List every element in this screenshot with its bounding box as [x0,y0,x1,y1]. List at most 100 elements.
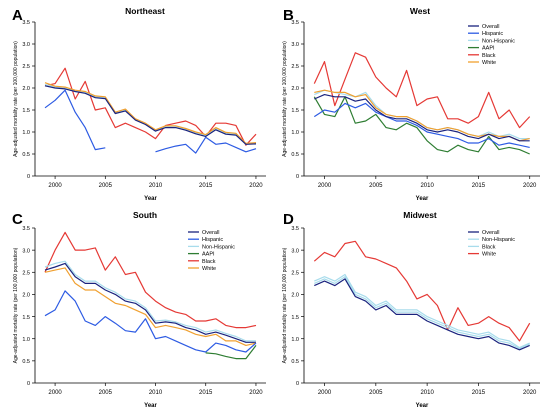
x-tick-label: 2020 [523,183,537,189]
y-tick-label: 2.0 [22,86,30,92]
y-tick-label: 0.5 [291,359,299,365]
x-tick-label: 2000 [48,390,62,396]
legend-label: Overall [482,230,499,236]
series-line-non-hispanic [314,276,530,350]
series-line-aapi [313,96,530,155]
y-tick-label: 3.5 [22,226,30,232]
x-tick-label: 2005 [369,183,383,189]
series-line-hispanic [44,290,257,353]
x-tick-label: 2020 [249,183,263,189]
series-line-black [44,231,257,329]
y-tick-label: 1.5 [291,108,299,114]
y-tick-label: 2.5 [291,64,299,70]
x-tick-label: 2015 [199,183,213,189]
y-tick-label: 1.5 [22,315,30,321]
y-tick-label: 3.5 [291,226,299,232]
panel-letter: C [12,211,23,228]
y-tick-label: 2.0 [22,293,30,299]
y-tick-label: 0 [27,174,30,180]
y-tick-label: 0.5 [291,152,299,158]
panel-south: C South 0 0.5 1.0 1.5 2.0 2.5 3.0 3.5 2000 2005 20… [12,210,266,409]
y-tick-label: 0 [296,174,299,180]
legend-label: White [202,266,216,272]
legend-label: AAPI [482,46,495,52]
panel-letter: A [12,7,23,24]
series-line-white [314,89,530,142]
y-axis-label: Age-adjusted mortality rate (per 100,000… [282,41,288,157]
legend-label: Black [202,259,216,265]
series-line-white [313,240,531,342]
legend-label: Hispanic [482,31,503,37]
series-line-black [313,52,531,129]
panel-letter: D [283,211,294,228]
y-tick-label: 0.5 [22,152,30,158]
panel-title: Midwest [403,210,437,220]
legend-label: Non-Hispanic [482,237,515,243]
y-tick-label: 3.0 [291,42,299,48]
y-tick-label: 3.0 [22,42,30,48]
y-tick-label: 2.5 [22,64,30,70]
y-tick-label: 2.5 [291,270,299,276]
series-line-white [44,82,257,144]
y-tick-label: 3.5 [291,20,299,26]
y-tick-label: 2.5 [22,270,30,276]
legend-label: Black [482,244,496,250]
x-tick-label: 2020 [523,390,537,396]
legend-label: Hispanic [202,237,223,243]
plot-area: 0 0.5 1.0 1.5 2.0 2.5 3.0 3.5 2000 2005 2010 2015 20… [282,20,540,202]
legend-label: AAPI [202,252,215,258]
series-line-overall [314,94,530,142]
panel-midwest: D Midwest 0 0.5 1.0 1.5 2.0 2.5 3.0 3.5 2000 2005… [282,210,540,409]
series-line-overall [44,85,257,145]
x-tick-label: 2010 [420,183,434,189]
panel-west: B West 0 0.5 1.0 1.5 2.0 2.5 3.0 3.5 2000 2005 201… [282,6,540,202]
series-line-non-hispanic [44,260,256,342]
y-tick-label: 0.5 [22,359,30,365]
y-tick-label: 1.5 [291,315,299,321]
y-axis-label: Age-adjusted mortality rate (per 100,000… [13,247,19,363]
panel-letter: B [283,7,294,24]
x-tick-label: 2010 [149,390,163,396]
series-line-overall [314,278,530,351]
legend-label: White [482,60,496,66]
legend-label: Non-Hispanic [202,244,235,250]
panel-northeast: A Northeast 0 0.5 1.0 1.5 2.0 2.5 3.0 3.5 2000 20… [12,6,266,202]
x-tick-label: 2010 [420,390,434,396]
legend-label: Black [482,53,496,59]
x-axis-label: Year [416,403,429,409]
x-axis-label: Year [416,196,429,202]
x-tick-label: 2005 [99,390,113,396]
y-axis-label: Age-adjusted mortality rate (per 100,000… [13,41,19,157]
x-tick-label: 2000 [318,183,332,189]
series-line-white [44,267,257,346]
y-tick-label: 2.0 [291,293,299,299]
y-axis-label: Age-adjusted mortality rate (per 100,000… [282,247,288,363]
series-line-overall [44,262,256,343]
y-tick-label: 1.0 [22,337,30,343]
series-line-black [314,273,530,349]
series-line-black [44,67,257,146]
x-tick-label: 2005 [369,390,383,396]
x-tick-label: 2015 [199,390,213,396]
y-tick-label: 1.0 [291,337,299,343]
x-axis-label: Year [144,403,157,409]
x-tick-label: 2015 [472,390,486,396]
x-tick-label: 2010 [149,183,163,189]
y-tick-label: 3.0 [291,248,299,254]
y-tick-label: 1.0 [22,130,30,136]
y-tick-label: 2.0 [291,86,299,92]
x-tick-label: 2005 [99,183,113,189]
plot-area: 0 0.5 1.0 1.5 2.0 2.5 3.0 3.5 2000 2005 2010 2015 20… [13,20,266,202]
series-line-aapi [205,345,257,360]
plot-area: 0 0.5 1.0 1.5 2.0 2.5 3.0 3.5 2000 2005 2010 2015 20… [282,226,540,409]
x-axis-label: Year [144,196,157,202]
panel-title: West [410,6,430,16]
legend-label: Overall [202,230,219,236]
y-tick-label: 1.0 [291,130,299,136]
plot-area: 0 0.5 1.0 1.5 2.0 2.5 3.0 3.5 2000 2005 2010 2015 20… [13,226,266,409]
